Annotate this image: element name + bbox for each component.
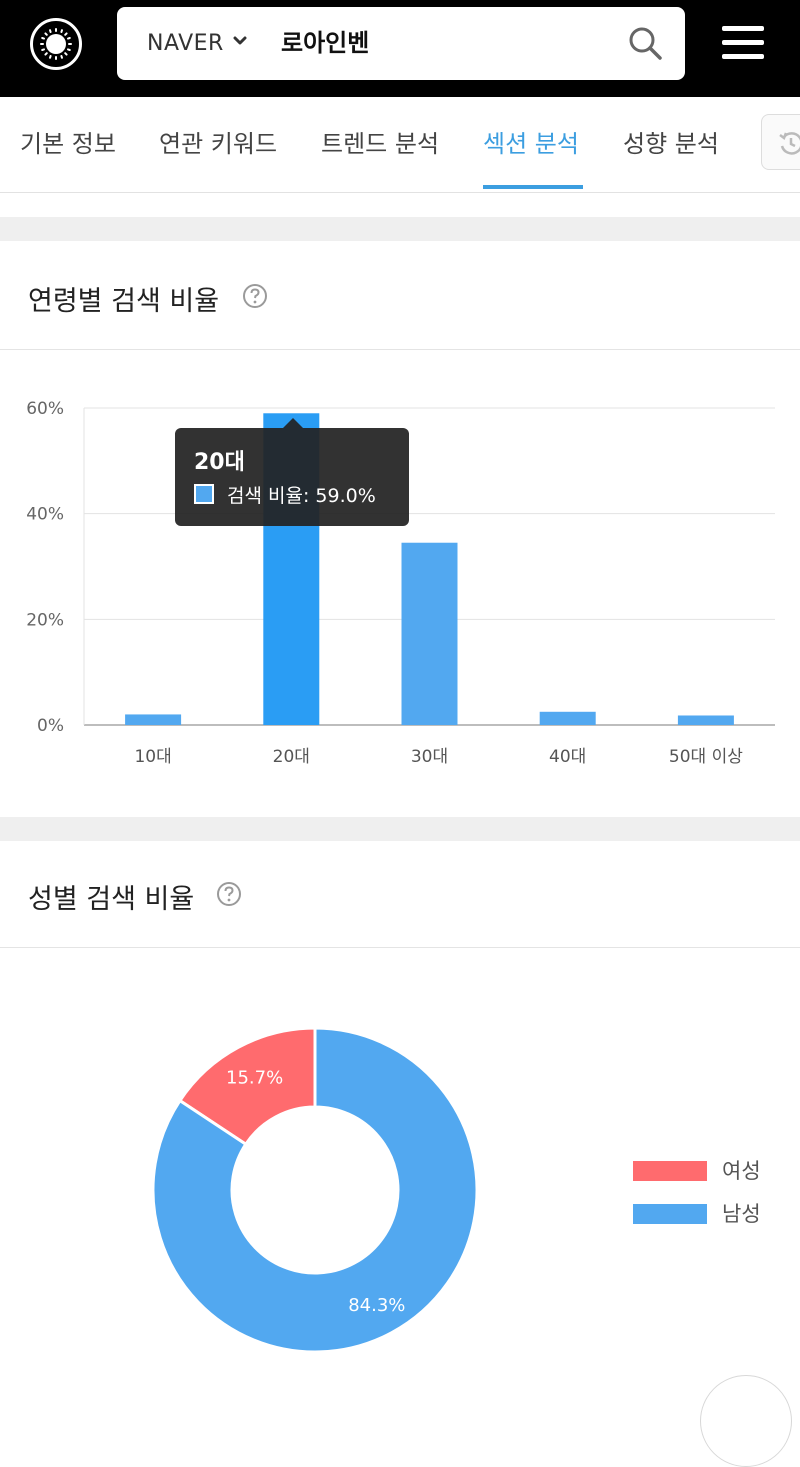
help-icon[interactable]	[216, 881, 242, 907]
tab-trend-analysis[interactable]: 트렌드 분석	[321, 130, 440, 158]
tab-tendency-analysis[interactable]: 성향 분석	[623, 130, 719, 158]
donut-slice-male[interactable]	[151, 1026, 479, 1354]
app-header: NAVER 로아인벤	[0, 0, 800, 97]
x-tick-label: 30대	[411, 747, 448, 767]
search-box[interactable]: NAVER 로아인벤	[117, 7, 685, 80]
x-tick-label: 50대 이상	[669, 747, 743, 767]
bar-4[interactable]	[539, 711, 596, 725]
active-tab-indicator	[483, 185, 583, 189]
search-engine-select[interactable]: NAVER	[147, 31, 224, 56]
tab-section-analysis[interactable]: 섹션 분석	[483, 130, 579, 158]
legend-label-female[interactable]: 여성	[722, 1159, 761, 1183]
tab-basic-info[interactable]: 기본 정보	[20, 130, 116, 158]
tooltip-swatch	[194, 484, 214, 504]
divider	[0, 349, 800, 350]
legend-swatch-male	[633, 1204, 707, 1224]
donut-value-label: 84.3%	[348, 1295, 405, 1316]
x-tick-label: 10대	[134, 747, 171, 767]
tab-related-keywords[interactable]: 연관 키워드	[159, 130, 278, 158]
age-bar-chart: 0% 20% 40% 60% 10대 20대 30대 40대 50대 이상	[26, 399, 775, 767]
divider	[0, 947, 800, 948]
bar-3[interactable]	[401, 542, 458, 725]
tooltip-arrow	[283, 418, 303, 428]
section-title: 성별 검색 비율	[28, 884, 195, 915]
section-gap	[0, 817, 800, 841]
donut-slice-female[interactable]	[177, 1026, 317, 1147]
help-icon[interactable]	[242, 283, 268, 309]
donut-value-label: 15.7%	[226, 1068, 283, 1089]
section-gap	[0, 193, 800, 241]
x-tick-label: 40대	[549, 747, 586, 767]
x-tick-label: 20대	[273, 747, 310, 767]
legend-label-male[interactable]: 남성	[722, 1202, 761, 1226]
chart-tooltip: 20대 검색 비율: 59.0%	[175, 428, 409, 526]
scroll-top-button[interactable]	[700, 1375, 792, 1467]
y-tick-label: 20%	[26, 610, 64, 630]
y-tick-label: 60%	[26, 399, 64, 419]
tab-bar: 기본 정보 연관 키워드 트렌드 분석 섹션 분석 성향 분석	[0, 97, 800, 193]
search-input[interactable]: 로아인벤	[281, 29, 370, 57]
chevron-down-icon[interactable]	[233, 35, 247, 47]
hamburger-menu-icon[interactable]	[722, 26, 764, 60]
legend-swatch-female	[633, 1161, 707, 1181]
tooltip-title: 20대	[194, 450, 245, 475]
section-title: 연령별 검색 비율	[28, 286, 220, 317]
bar-5[interactable]	[677, 715, 734, 725]
y-tick-label: 40%	[26, 505, 64, 525]
gender-donut-chart: 15.7% 84.3%	[151, 1026, 479, 1354]
bar-1[interactable]	[125, 714, 182, 725]
logo-icon[interactable]	[30, 18, 82, 70]
history-icon	[779, 132, 800, 155]
tooltip-value: 검색 비율: 59.0%	[227, 485, 376, 507]
search-icon[interactable]	[627, 25, 663, 61]
y-tick-label: 0%	[37, 716, 64, 736]
history-button[interactable]	[761, 114, 800, 170]
